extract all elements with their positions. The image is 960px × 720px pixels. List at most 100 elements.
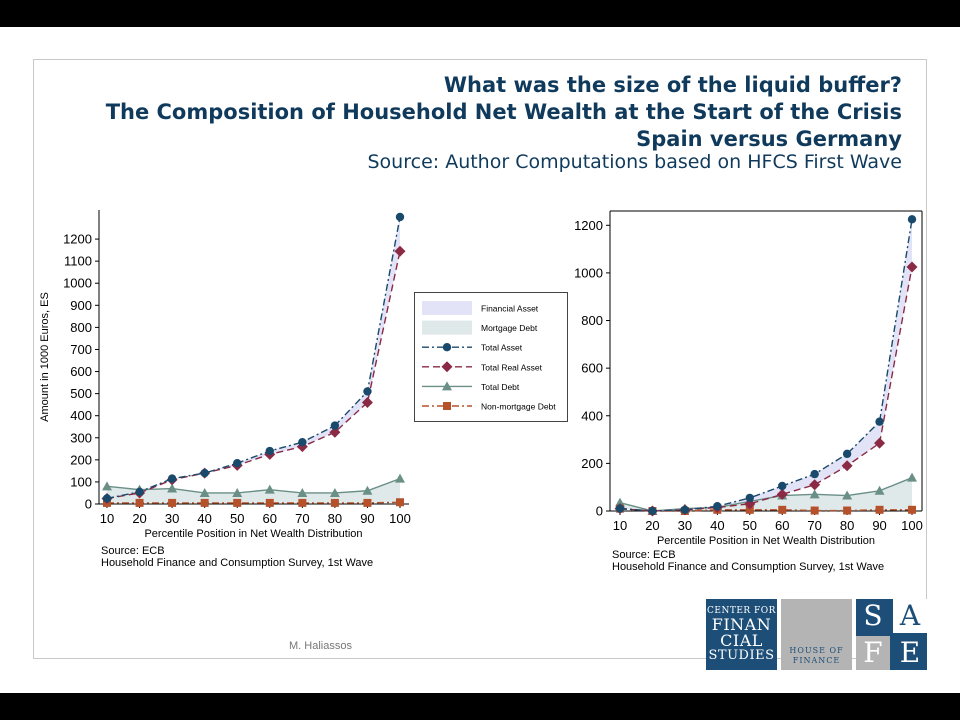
x-tick-label: 20: [132, 511, 146, 526]
point-total-debt: [102, 481, 112, 491]
point-non-mortgage-debt: [778, 505, 787, 514]
x-tick-label: 100: [901, 518, 923, 533]
cfs-logo-line-4: STUDIES: [708, 648, 775, 663]
plot-area: [610, 211, 922, 511]
point-total-real-asset: [906, 261, 918, 273]
point-non-mortgage-debt: [875, 505, 884, 514]
source-note-spain: Source: ECB Household Finance and Consum…: [101, 545, 373, 569]
hof-logo-line-1: HOUSE OF: [789, 646, 844, 655]
legend-item-non-mortgage-debt: Non-mortgage Debt: [422, 402, 556, 412]
point-total-asset: [363, 387, 372, 396]
legend-label: Total Real Asset: [481, 362, 543, 372]
x-tick-label: 80: [328, 511, 342, 526]
point-total-real-asset: [776, 488, 788, 500]
plot-area: [99, 210, 409, 504]
point-total-asset: [233, 458, 242, 468]
series-total-asset: [102, 212, 405, 503]
point-total-debt: [264, 484, 275, 494]
point-total-debt: [362, 485, 373, 495]
chart-legend: Financial Asset Mortgage Debt Total Asset T…: [414, 292, 568, 422]
x-tick-label: 100: [389, 511, 411, 526]
legend-item-financial-asset: Financial Asset: [422, 301, 539, 315]
x-axis-label: Percentile Position in Net Wealth Distri…: [657, 535, 875, 547]
y-tick-label: 500: [70, 386, 92, 401]
point-total-asset: [842, 449, 852, 459]
source-note-germany-line-2: Household Finance and Consumption Survey…: [612, 561, 885, 573]
safe-logo: S A F E: [856, 599, 927, 670]
slide-subtitle: Source: Author Computations based on HFC…: [367, 151, 903, 173]
y-tick-label: 800: [70, 320, 92, 335]
point-total-asset: [298, 437, 307, 447]
point-total-real-asset: [809, 479, 821, 491]
legend-marker: [442, 381, 452, 391]
point-non-mortgage-debt: [330, 498, 339, 507]
chart-germany: 0 200 400 600 800 1000 1200 10 20 30 40 50 60 70 80 90 1…: [574, 210, 923, 547]
x-tick-label: 40: [710, 518, 724, 533]
point-total-debt: [809, 489, 820, 499]
point-non-mortgage-debt: [745, 505, 754, 514]
y-tick-label: 300: [70, 430, 92, 445]
x-tick-label: 50: [743, 518, 757, 533]
legend-item-total-asset: Total Asset: [422, 343, 523, 353]
point-total-asset: [745, 493, 754, 503]
y-tick-label: 900: [70, 298, 92, 313]
y-tick-label: 800: [581, 313, 603, 328]
cfs-logo-line-2: FINAN: [711, 615, 772, 634]
x-tick-label: 10: [613, 518, 627, 533]
legend-item-total-debt: Total Debt: [422, 381, 520, 392]
point-total-asset: [135, 487, 144, 497]
y-tick-label: 1200: [574, 218, 603, 233]
legend-marker: [441, 361, 453, 373]
hof-logo-line-2: FINANCE: [792, 656, 841, 665]
y-tick-label: 1200: [63, 232, 92, 247]
bottom-black-band: [0, 693, 960, 720]
y-tick-label: 700: [70, 342, 92, 357]
center-for-financial-studies-logo: CENTER FOR FINAN CIAL STUDIES: [706, 599, 777, 670]
point-non-mortgage-debt: [200, 498, 209, 507]
source-note-spain-line-1: Source: ECB: [101, 545, 165, 557]
x-tick-label: 30: [678, 518, 692, 533]
point-total-real-asset: [329, 426, 341, 438]
point-total-asset: [395, 212, 405, 222]
point-total-asset: [648, 506, 657, 516]
y-tick-label: 0: [596, 504, 603, 519]
mortgage-debt-area: [107, 478, 400, 503]
legend-label: Financial Asset: [481, 304, 539, 314]
series-total-asset: [615, 215, 917, 516]
point-total-debt: [842, 490, 853, 500]
point-total-debt: [907, 472, 917, 482]
point-total-asset: [265, 446, 274, 456]
legend-swatch: [422, 301, 472, 315]
line-non-mortgage-debt: [107, 501, 401, 504]
point-non-mortgage-debt: [135, 498, 144, 507]
x-tick-label: 60: [775, 518, 789, 533]
source-note-spain-line-2: Household Finance and Consumption Survey…: [101, 557, 374, 569]
legend-label: Mortgage Debt: [481, 323, 538, 333]
y-tick-label: 600: [70, 364, 92, 379]
y-tick-label: 100: [70, 474, 92, 489]
safe-logo-letter-e: E: [899, 636, 921, 669]
legend-label: Total Asset: [481, 343, 523, 353]
title-line-1: What was the size of the liquid buffer?: [443, 73, 902, 97]
point-total-asset: [615, 504, 625, 513]
source-note-germany-line-1: Source: ECB: [612, 549, 676, 561]
y-tick-label: 1000: [63, 276, 92, 291]
point-total-debt: [297, 487, 308, 497]
house-of-finance-logo: HOUSE OF FINANCE: [781, 599, 852, 670]
point-total-debt: [167, 483, 178, 493]
point-non-mortgage-debt: [396, 498, 404, 507]
legend-marker: [443, 402, 451, 410]
legend-item-total-real-asset: Total Real Asset: [422, 361, 543, 373]
y-axis-label: Amount in 1000 Euros, ES: [39, 292, 51, 422]
point-total-real-asset: [874, 437, 886, 449]
point-total-asset: [810, 469, 819, 479]
safe-logo-letter-a: A: [893, 599, 927, 633]
safe-logo-letter-s: S: [863, 599, 883, 632]
point-total-asset: [680, 505, 690, 515]
legend-label: Total Debt: [481, 382, 520, 392]
title-line-2: The Composition of Household Net Wealth …: [105, 100, 902, 124]
legend-marker: [442, 343, 452, 352]
y-tick-label: 400: [581, 408, 603, 423]
point-total-asset: [907, 215, 917, 224]
y-tick-label: 1000: [574, 265, 603, 280]
